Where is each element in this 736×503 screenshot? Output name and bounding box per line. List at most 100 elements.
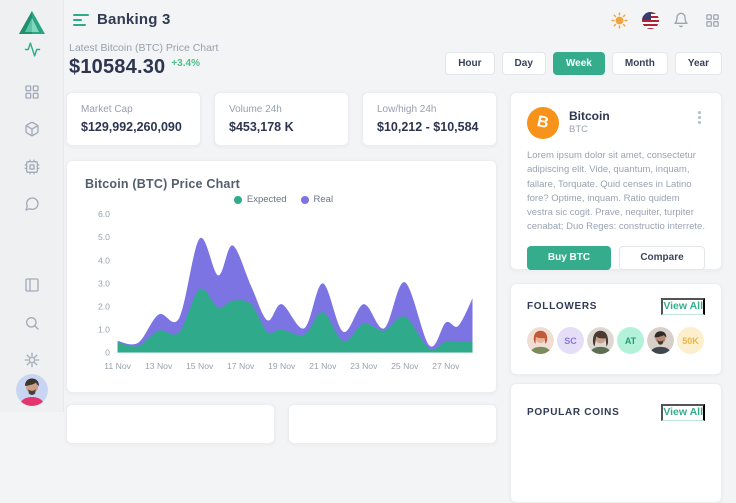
buy-btc-button[interactable]: Buy BTC — [527, 245, 611, 270]
stat-label: Volume 24h — [229, 104, 282, 115]
x-axis-label: 23 Nov — [350, 361, 378, 371]
us-flag-icon — [641, 11, 659, 29]
chart-title: Bitcoin (BTC) Price Chart — [85, 177, 241, 191]
expected-legend-dot — [233, 195, 242, 204]
x-axis-label: 13 Nov — [145, 361, 173, 371]
y-axis-label: 4.0 — [98, 255, 110, 265]
stat-card-market-cap: Market Cap $129,992,260,090 — [66, 92, 201, 146]
bitcoin-info-card: B Bitcoin BTC Lorem ipsum dolor sit amet… — [510, 92, 722, 270]
popular-coins-title: POPULAR COINS — [527, 407, 620, 418]
x-axis-label: 21 Nov — [309, 361, 337, 371]
followers-card: FOLLOWERS View All SC AT — [510, 283, 722, 375]
popular-coins-view-all-link[interactable]: View All — [661, 404, 705, 421]
apps-menu-button[interactable] — [702, 10, 722, 30]
follower-avatar-photo[interactable] — [527, 327, 554, 354]
page-title: Banking 3 — [97, 11, 171, 28]
stat-value: $453,178 K — [229, 120, 294, 134]
btc-area-chart[interactable]: 6.0 5.0 4.0 3.0 2.0 1.0 0 11 Nov 13 Nov 15 Nov 17 … — [85, 207, 484, 379]
stat-value: $10,212 - $10,584 — [377, 120, 479, 134]
followers-view-all-link[interactable]: View All — [661, 298, 705, 315]
coin-symbol: BTC — [569, 124, 588, 135]
time-filter-year[interactable]: Year — [674, 52, 722, 75]
x-axis-label: 15 Nov — [186, 361, 214, 371]
sidebar-item-settings[interactable] — [19, 347, 45, 373]
y-axis-label: 2.0 — [98, 301, 110, 311]
x-axis-label: 27 Nov — [432, 361, 460, 371]
sun-icon — [610, 11, 628, 29]
user-avatar[interactable] — [16, 374, 48, 406]
legend-label: Expected — [246, 194, 287, 205]
box-icon — [25, 121, 39, 137]
x-axis-label: 19 Nov — [268, 361, 296, 371]
stats-row: Market Cap $129,992,260,090 Volume 24h $… — [66, 92, 497, 146]
btc-price: $10584.30 — [69, 56, 166, 78]
bottom-card-left — [66, 404, 275, 444]
activity-icon — [24, 41, 40, 57]
follower-photo-icon — [587, 327, 614, 354]
sidebar-item-activity[interactable] — [19, 36, 45, 62]
sidebar-item-layout[interactable] — [19, 272, 45, 298]
y-axis-label: 6.0 — [98, 209, 110, 219]
app-logo[interactable] — [17, 8, 47, 38]
sidebar-item-search[interactable] — [19, 310, 45, 336]
compare-button[interactable]: Compare — [619, 245, 705, 270]
follower-avatar-initials[interactable]: AT — [617, 327, 644, 354]
grid-icon — [25, 85, 39, 99]
real-legend-dot — [300, 195, 309, 204]
bell-icon — [674, 12, 688, 28]
language-selector-button[interactable] — [640, 10, 660, 30]
y-axis-label: 3.0 — [98, 278, 110, 288]
price-change-badge: +3.4% — [171, 58, 200, 69]
time-filter-month[interactable]: Month — [611, 52, 668, 75]
stat-value: $129,992,260,090 — [81, 120, 182, 134]
y-axis-label: 0 — [105, 347, 110, 357]
followers-avatars: SC AT 50K — [527, 327, 705, 354]
stat-card-low-high: Low/high 24h $10,212 - $10,584 — [362, 92, 497, 146]
followers-title: FOLLOWERS — [527, 301, 598, 312]
follower-avatar-photo[interactable] — [647, 327, 674, 354]
x-axis-label: 25 Nov — [391, 361, 419, 371]
topbar-actions — [609, 10, 722, 30]
apps-grid-icon — [705, 13, 719, 27]
sidebar-item-messages[interactable] — [19, 191, 45, 217]
coin-name: Bitcoin — [569, 109, 610, 123]
follower-photo-icon — [647, 327, 674, 354]
legend-item-real: Real — [300, 194, 334, 205]
x-axis-label: 17 Nov — [227, 361, 255, 371]
stat-label: Market Cap — [81, 104, 133, 115]
user-avatar-image — [16, 374, 48, 406]
sidebar-item-system[interactable] — [19, 154, 45, 180]
time-filter-hour[interactable]: Hour — [445, 52, 495, 75]
time-filter-day[interactable]: Day — [501, 52, 546, 75]
stat-label: Low/high 24h — [377, 104, 437, 115]
cpu-icon — [24, 159, 40, 175]
follower-avatar-initials[interactable]: 50K — [677, 327, 704, 354]
menu-toggle-button[interactable] — [73, 14, 91, 28]
coin-card-header: B Bitcoin BTC — [527, 107, 705, 139]
follower-avatar-photo[interactable] — [587, 327, 614, 354]
search-icon — [26, 317, 39, 330]
theme-toggle-button[interactable] — [609, 10, 629, 30]
price-summary-label: Latest Bitcoin (BTC) Price Chart — [69, 42, 219, 54]
bottom-card-right — [288, 404, 497, 444]
sidebar — [0, 0, 64, 412]
coin-description: Lorem ipsum dolor sit amet, consectetur … — [527, 150, 705, 233]
y-axis-label: 5.0 — [98, 232, 110, 242]
y-axis-label: 1.0 — [98, 324, 110, 334]
follower-avatar-initials[interactable]: SC — [557, 327, 584, 354]
area-series-expected — [117, 288, 473, 353]
sidebar-item-products[interactable] — [19, 116, 45, 142]
notifications-button[interactable] — [671, 10, 691, 30]
gear-icon — [24, 352, 40, 368]
price-summary: $10584.30 +3.4% — [69, 56, 200, 79]
legend-label: Real — [313, 194, 334, 205]
time-filter-group: Hour Day Week Month Year — [445, 52, 722, 75]
time-filter-week[interactable]: Week — [552, 52, 605, 75]
sidebar-item-dashboard[interactable] — [19, 79, 45, 105]
coin-actions: Buy BTC Compare — [527, 245, 705, 270]
coin-card-menu-button[interactable] — [694, 107, 705, 128]
chart-legend: Expected Real — [85, 194, 482, 205]
popular-coins-card: POPULAR COINS View All — [510, 383, 722, 503]
price-chart-card: Bitcoin (BTC) Price Chart Expected Real … — [66, 160, 497, 393]
stat-card-volume: Volume 24h $453,178 K — [214, 92, 349, 146]
